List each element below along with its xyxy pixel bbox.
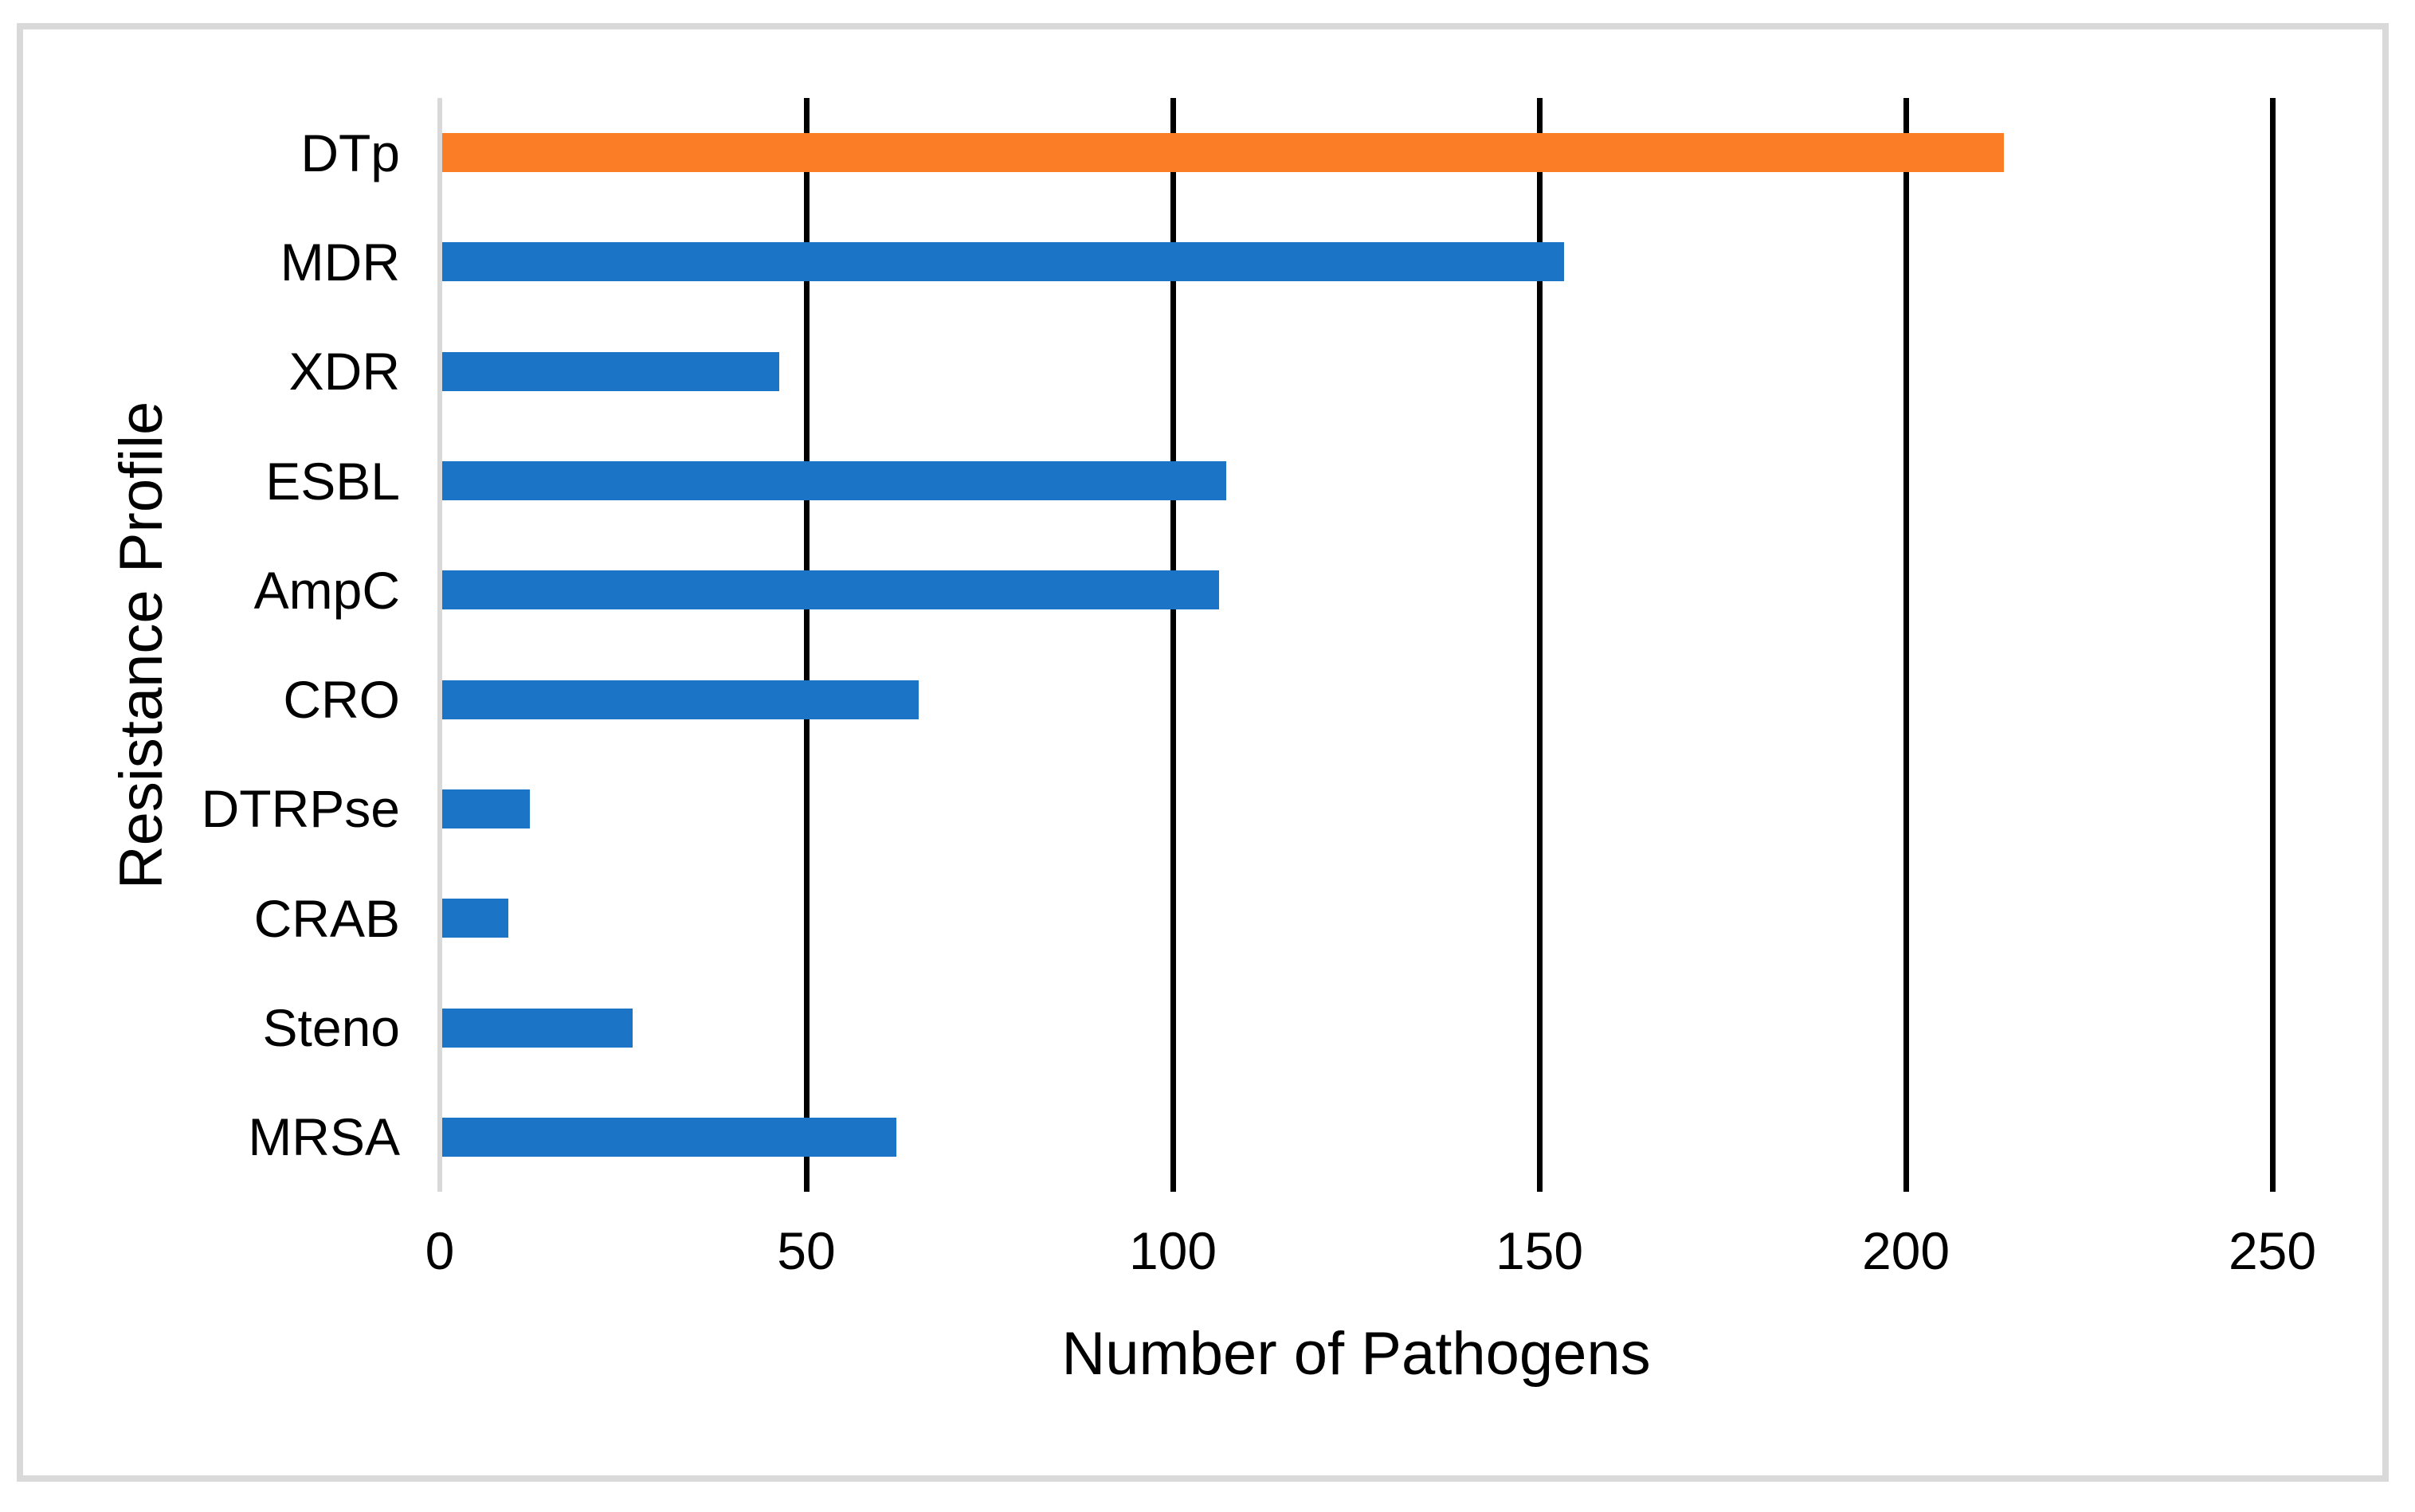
gridline-150 (1536, 98, 1543, 1192)
bar-XDR (442, 351, 780, 391)
bar-CRO (442, 680, 919, 719)
bar-DTRPse (442, 789, 531, 828)
plot-area (437, 98, 2276, 1192)
x-tick-label-250: 250 (2228, 1221, 2317, 1280)
category-label-DTRPse: DTRPse (201, 779, 400, 839)
gridline-200 (1903, 98, 1909, 1192)
bar-AmpC (442, 570, 1220, 610)
category-label-CRAB: CRAB (253, 888, 400, 948)
category-label-DTp: DTp (300, 123, 400, 182)
x-tick-label-150: 150 (1495, 1221, 1584, 1280)
x-axis-title: Number of Pathogens (1061, 1320, 1651, 1388)
category-label-ESBL: ESBL (265, 451, 400, 511)
category-label-Steno: Steno (262, 998, 400, 1058)
y-axis-title: Resistance Profile (108, 401, 175, 890)
bar-ESBL (442, 461, 1227, 501)
gridline-250 (2269, 98, 2276, 1192)
category-label-XDR: XDR (288, 342, 400, 402)
category-label-MRSA: MRSA (248, 1107, 400, 1167)
category-label-CRO: CRO (283, 670, 400, 730)
gridline-100 (1170, 98, 1176, 1192)
x-tick-label-200: 200 (1861, 1221, 1950, 1280)
bar-CRAB (442, 899, 508, 938)
bar-MRSA (442, 1117, 897, 1157)
x-tick-label-0: 0 (425, 1221, 455, 1280)
bar-Steno (442, 1008, 633, 1048)
gridline-50 (803, 98, 810, 1192)
bar-MDR (442, 242, 1564, 282)
bar-DTp (442, 133, 2004, 173)
x-tick-label-50: 50 (777, 1221, 836, 1280)
x-tick-label-100: 100 (1128, 1221, 1217, 1280)
y-axis-line (437, 98, 442, 1192)
category-label-AmpC: AmpC (253, 560, 400, 620)
category-label-MDR: MDR (280, 232, 400, 292)
